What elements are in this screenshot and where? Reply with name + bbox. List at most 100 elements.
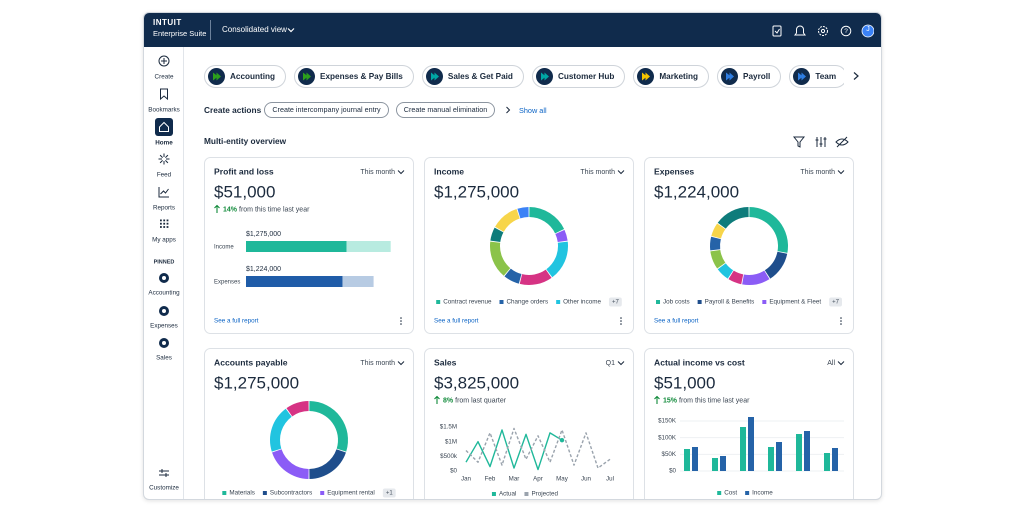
nav-item[interactable]: Bookmarks: [148, 88, 180, 114]
period-chevron[interactable]: [397, 361, 405, 366]
view-chevron[interactable]: [287, 26, 295, 34]
nav-item[interactable]: Create: [155, 55, 174, 81]
tasks-icon[interactable]: [772, 25, 782, 37]
filter-icon[interactable]: [792, 136, 806, 148]
pinned-label[interactable]: Expenses: [150, 323, 178, 330]
legend-more-chip[interactable]: [829, 297, 842, 307]
period-select[interactable]: All: [827, 360, 835, 367]
donut-segment: [529, 207, 565, 234]
legend-more[interactable]: +1: [386, 491, 394, 497]
change-note: from this time last year: [239, 206, 310, 213]
tab-scroll[interactable]: [851, 71, 861, 81]
icon-shape: [163, 222, 166, 225]
pinned-item[interactable]: Accounting: [148, 273, 180, 297]
report-link[interactable]: See a full report: [654, 318, 699, 325]
legend-more[interactable]: +7: [832, 300, 840, 306]
app-tab[interactable]: Accounting: [204, 64, 287, 88]
nav-item[interactable]: Home: [155, 118, 173, 147]
bar: [246, 241, 347, 252]
brand: INTUIT: [153, 18, 182, 27]
period-chevron[interactable]: [617, 361, 625, 366]
tab-label[interactable]: Payroll: [743, 71, 771, 81]
legend-swatch: [491, 492, 496, 496]
period-select[interactable]: This month: [580, 169, 615, 176]
series-line: [465, 427, 611, 469]
create-label: Create actions: [204, 105, 262, 115]
app-tab[interactable]: Customer Hub: [531, 64, 626, 88]
period-select[interactable]: Q1: [606, 360, 615, 367]
nav-label[interactable]: My apps: [152, 237, 176, 244]
nav-item[interactable]: Reports: [153, 187, 175, 212]
nav-label[interactable]: Create: [155, 74, 174, 81]
app-tab[interactable]: Payroll: [717, 64, 782, 88]
period-chevron[interactable]: [837, 361, 845, 366]
tab-label[interactable]: Marketing: [659, 71, 699, 81]
x-tick-label: Jan: [461, 476, 472, 483]
tab-label[interactable]: Accounting: [230, 71, 276, 81]
icon-shape: [165, 154, 169, 158]
avatar[interactable]: [861, 24, 874, 38]
legend: Materials Subcontractors Equipment rental +…: [222, 488, 396, 498]
legend-more-chip[interactable]: [382, 488, 396, 498]
legend-label: Actual: [499, 491, 517, 498]
report-link[interactable]: See a full report: [214, 318, 259, 325]
card: Accounts payable This month $1,275,000 Mate…: [204, 348, 414, 499]
pinned-item[interactable]: Sales: [156, 338, 172, 362]
period-select[interactable]: This month: [360, 360, 395, 367]
bar: [796, 434, 802, 471]
tab-label[interactable]: Sales & Get Paid: [447, 71, 513, 81]
icon-shape: [160, 222, 162, 225]
nav-label[interactable]: Reports: [153, 205, 175, 212]
tab-label[interactable]: Team: [815, 71, 837, 81]
period-chevron[interactable]: [837, 170, 845, 175]
y-tick-label: $0: [450, 468, 457, 475]
bar: [768, 447, 774, 471]
up-arrow: [434, 395, 440, 404]
pinned-label[interactable]: Accounting: [148, 290, 180, 297]
tab-label[interactable]: Expenses & Pay Bills: [320, 71, 403, 81]
adjust-icon[interactable]: [815, 137, 827, 147]
tab-icon-glyph: [798, 72, 807, 80]
show-all-link[interactable]: Show all: [519, 106, 547, 115]
legend-more[interactable]: +7: [612, 300, 620, 306]
nav-item[interactable]: My apps: [152, 219, 176, 244]
nav-item[interactable]: Feed: [157, 153, 172, 179]
view-selector[interactable]: Consolidated view: [222, 25, 287, 34]
icon-shape: [159, 121, 169, 132]
report-link[interactable]: See a full report: [434, 318, 479, 325]
x-tick-label: Feb: [485, 476, 496, 483]
nav-label[interactable]: Bookmarks: [148, 107, 180, 114]
period-select[interactable]: This month: [360, 169, 395, 176]
app-tab[interactable]: Team: [789, 64, 844, 88]
pinned-label[interactable]: Sales: [156, 355, 172, 362]
donut-segment: [546, 241, 568, 278]
icon-shape: [159, 469, 169, 477]
tab-label[interactable]: Customer Hub: [557, 71, 615, 81]
action-button[interactable]: Create manual elimination: [396, 102, 495, 118]
card-title: Income: [434, 166, 464, 176]
settings-icon[interactable]: [818, 26, 828, 36]
pinned-item[interactable]: Expenses: [150, 306, 178, 330]
bell-icon[interactable]: [794, 25, 806, 36]
period-chevron[interactable]: [397, 170, 405, 175]
app-tab[interactable]: Marketing: [633, 64, 710, 88]
legend-swatch: [524, 492, 529, 496]
menu-dot: [620, 323, 622, 325]
card-title: Expenses: [654, 166, 694, 176]
donut-segment: [710, 236, 721, 251]
nav-label[interactable]: Home: [155, 140, 173, 147]
help-icon[interactable]: ?: [840, 25, 852, 37]
tab-icon-glyph: [213, 72, 221, 80]
customize[interactable]: Customize: [149, 469, 179, 492]
period-chevron[interactable]: [617, 170, 625, 175]
legend-more-chip[interactable]: [608, 297, 622, 307]
app-tab[interactable]: Expenses & Pay Bills: [294, 64, 414, 88]
legend-swatch: [762, 300, 767, 304]
app-tab[interactable]: Sales & Get Paid: [421, 64, 524, 88]
nav-label[interactable]: Feed: [157, 172, 172, 179]
period-select[interactable]: This month: [800, 169, 835, 176]
hide-icon[interactable]: [835, 136, 849, 148]
action-button[interactable]: Create intercompany journal entry: [264, 102, 389, 118]
avatar-initial[interactable]: J: [866, 26, 870, 33]
customize-label[interactable]: Customize: [149, 485, 179, 492]
